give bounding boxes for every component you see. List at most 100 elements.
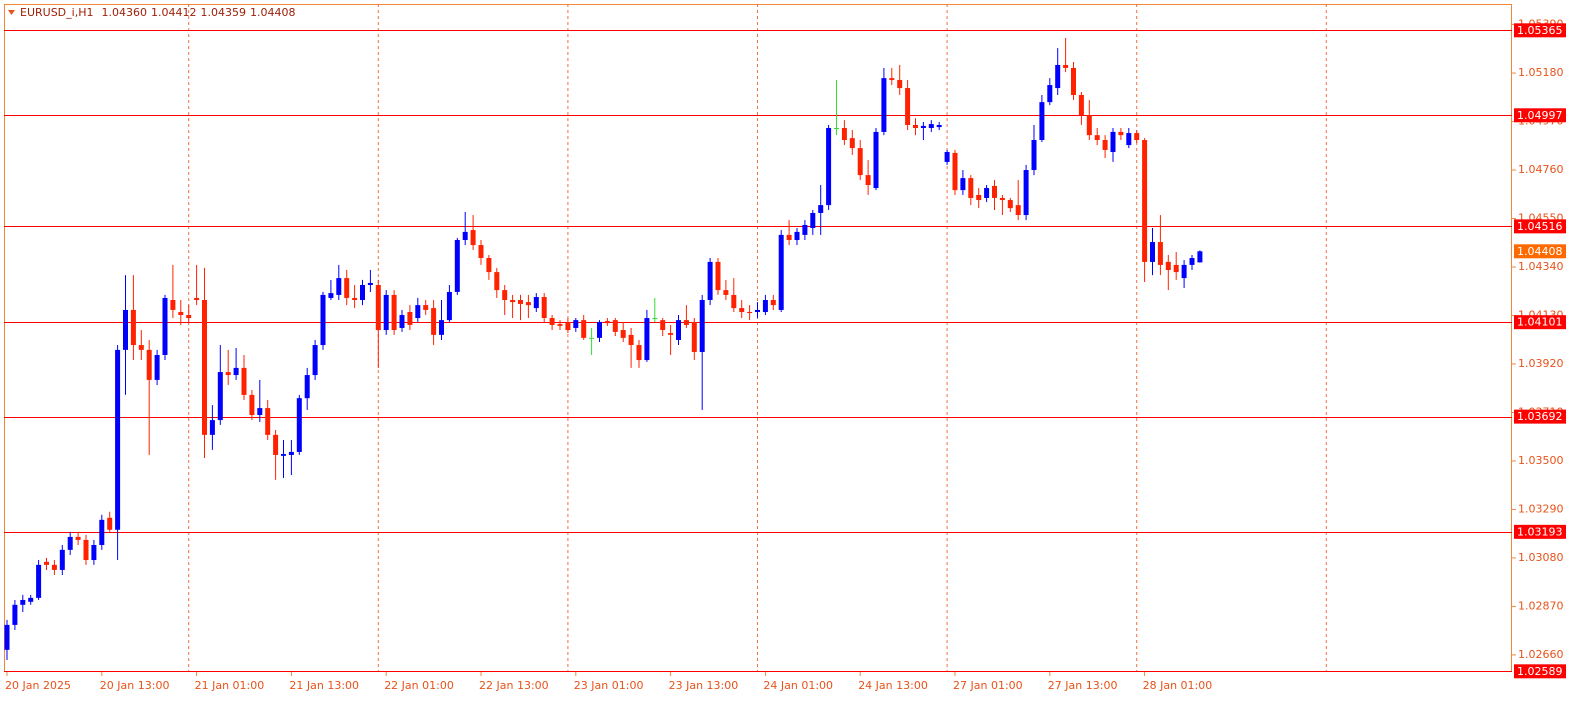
candle-body — [897, 79, 903, 89]
candle-body — [115, 349, 121, 530]
current-price-label-bg — [1514, 244, 1566, 259]
candle-body — [999, 197, 1005, 201]
x-tick-label: 27 Jan 13:00 — [1048, 679, 1118, 692]
candle-body — [1015, 205, 1021, 216]
candle-body — [178, 312, 184, 316]
candle-body — [636, 345, 642, 361]
candle-body — [952, 152, 958, 191]
candle-body — [810, 212, 816, 228]
candle-body — [762, 300, 768, 313]
candle-body — [257, 408, 263, 416]
candle-body — [99, 519, 105, 546]
y-tick-label: 1.03500 — [1518, 454, 1564, 467]
candle-body — [446, 291, 452, 321]
candle-body — [502, 290, 508, 301]
x-tick-label: 28 Jan 01:00 — [1143, 679, 1213, 692]
candle-body — [644, 318, 650, 361]
candle-body — [233, 367, 239, 376]
candle-body — [913, 124, 918, 128]
candle-body — [1078, 94, 1084, 116]
y-tick-label: 1.03290 — [1518, 502, 1564, 515]
candle-body — [755, 309, 760, 313]
candle-body — [802, 224, 808, 235]
candle-body — [510, 300, 516, 303]
level-label-bg — [1514, 23, 1566, 38]
candle-body — [360, 285, 365, 301]
candle-body — [194, 297, 200, 301]
candle-body — [841, 127, 847, 141]
candle-body — [707, 261, 713, 301]
x-tick-label: 20 Jan 2025 — [5, 679, 71, 692]
candle-body — [936, 124, 942, 128]
header-ohlc: 1.04408 — [250, 6, 296, 19]
candle-body — [770, 300, 776, 306]
candle-body — [130, 309, 136, 346]
candle-body — [336, 278, 342, 295]
candle-body — [4, 624, 10, 650]
header-ohlc: 1.04360 — [101, 6, 147, 19]
candle-body — [1157, 242, 1163, 265]
level-label-bg — [1514, 664, 1566, 679]
level-label: 1.02589 — [1517, 665, 1563, 678]
candle-body — [604, 321, 610, 324]
candle-body — [328, 293, 334, 298]
candle-body — [1047, 85, 1053, 103]
candle-body — [170, 300, 176, 310]
candle-body — [541, 297, 547, 319]
candle-body — [652, 318, 658, 320]
candle-body — [1071, 67, 1076, 95]
candle-body — [691, 321, 697, 352]
candle-body — [660, 320, 666, 331]
candle-body — [1150, 242, 1155, 262]
candle-body — [217, 372, 223, 421]
candle-body — [968, 178, 974, 198]
x-tick-label: 24 Jan 13:00 — [858, 679, 928, 692]
level-label-bg — [1514, 219, 1566, 234]
candle-body — [573, 320, 579, 328]
level-label: 1.04997 — [1517, 109, 1563, 122]
candle-body — [12, 604, 18, 625]
candle-body — [1126, 133, 1132, 146]
candle-body — [668, 333, 674, 335]
candle-body — [920, 125, 926, 128]
candle-body — [399, 315, 405, 328]
candle-body — [162, 297, 168, 355]
x-tick-label: 22 Jan 01:00 — [384, 679, 454, 692]
candle-body — [241, 367, 247, 395]
candle-body — [431, 308, 437, 335]
candle-body — [1189, 257, 1195, 265]
candle-body — [597, 321, 602, 338]
candle-body — [1023, 170, 1029, 216]
candle-body — [549, 318, 555, 325]
candle-body — [1031, 140, 1037, 171]
candle-body — [565, 321, 571, 331]
candle-body — [992, 185, 997, 198]
candle-body — [75, 536, 81, 540]
y-tick-label: 1.02870 — [1518, 599, 1564, 612]
x-tick-label: 20 Jan 13:00 — [100, 679, 170, 692]
overlay: EURUSD_i,H1 1.04360 1.04412 1.04359 1.04408… — [8, 6, 1566, 679]
candle-body — [960, 178, 966, 191]
candle-body — [715, 261, 721, 291]
candle-body — [905, 88, 911, 125]
candle-body — [739, 308, 745, 313]
candle-body — [683, 320, 689, 325]
candle-body — [288, 451, 294, 455]
candle-body — [36, 564, 42, 598]
candle-body — [486, 257, 492, 273]
candle-body — [881, 78, 887, 132]
header-ohlc: 1.04359 — [200, 6, 246, 19]
candle-body — [818, 205, 824, 213]
x-tick-label: 23 Jan 13:00 — [669, 679, 739, 692]
candle-body — [462, 231, 468, 240]
candle-body — [83, 539, 89, 561]
candle-body — [889, 78, 895, 80]
candle-body — [439, 320, 444, 335]
candle-body — [138, 345, 144, 350]
candle-body — [928, 124, 934, 128]
candle-body — [976, 194, 982, 201]
candle-body — [320, 294, 326, 346]
candle-body — [723, 290, 729, 295]
candle-body — [454, 239, 460, 292]
candle-body — [281, 454, 286, 456]
